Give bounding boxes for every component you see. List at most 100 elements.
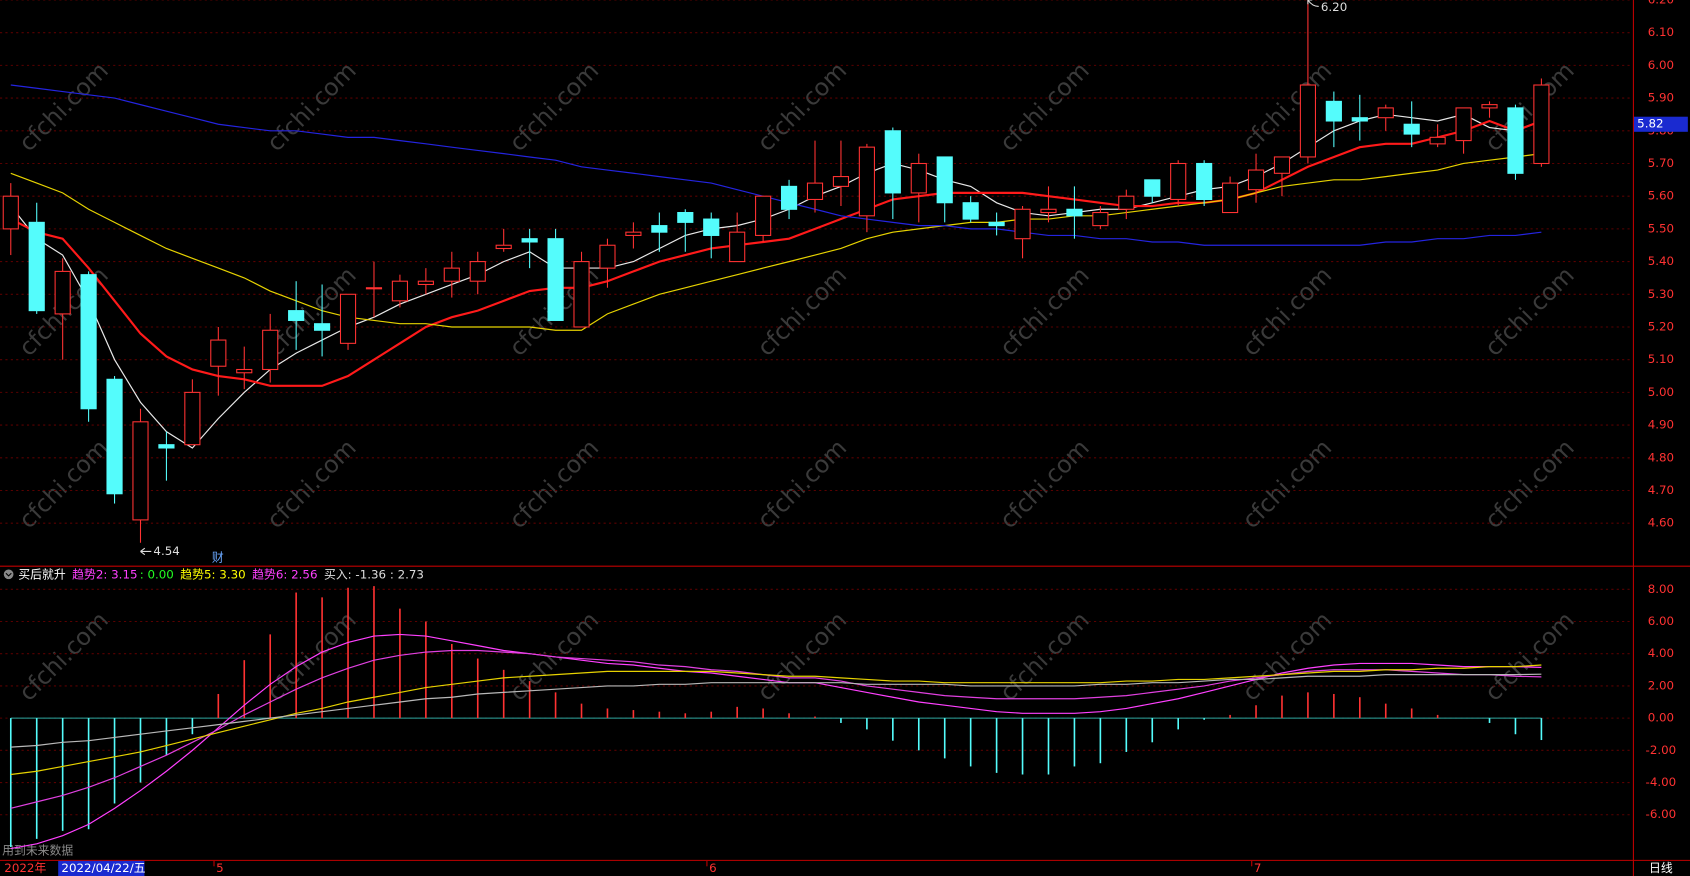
candle-body	[443, 267, 460, 282]
candle-body	[1118, 195, 1135, 210]
y-tick-label: -4.00	[1646, 775, 1677, 789]
y-tick-label: 4.60	[1648, 516, 1674, 530]
legend-entry: 趋势6: 2.56	[252, 567, 317, 581]
candle-body	[365, 287, 383, 290]
candle-body	[832, 176, 850, 187]
candle-body	[729, 231, 746, 263]
indicator-legend: 买后就升 趋势2: 3.15: 0.00 趋势5: 3.30 趋势6: 2.56 买入:…	[18, 567, 424, 581]
candle-body	[755, 195, 772, 236]
x-tick-label: 5	[216, 861, 224, 875]
legend-entry: : 0.00	[140, 567, 174, 581]
candle-body	[599, 244, 616, 269]
candle-body	[1222, 182, 1239, 214]
last-price-box	[1633, 116, 1688, 132]
candle-body	[962, 202, 979, 220]
candle-body	[1429, 136, 1446, 145]
candle-body	[651, 225, 668, 233]
candle-body	[1351, 117, 1368, 122]
y-tick-label: 5.40	[1648, 254, 1674, 268]
candle-body	[106, 378, 123, 495]
candle-body	[339, 293, 357, 344]
candle-body	[210, 339, 227, 367]
candle-body	[314, 323, 331, 331]
y-tick-label: 6.20	[1648, 0, 1674, 6]
candle-body	[1196, 162, 1213, 200]
candle-body	[1481, 104, 1498, 109]
candle-body	[1247, 169, 1265, 191]
y-tick-label: 5.70	[1648, 156, 1674, 170]
candle-body	[1066, 208, 1083, 217]
y-tick-label: 5.90	[1648, 91, 1674, 105]
y-tick-label: 6.00	[1648, 58, 1674, 72]
candle-body	[677, 212, 694, 223]
candle-body	[1533, 84, 1550, 165]
moving-average-line	[10, 84, 1542, 246]
candle-body	[54, 270, 71, 315]
candle-body	[288, 310, 305, 321]
x-tick-label: 6	[709, 861, 717, 875]
y-tick-label: 5.00	[1648, 385, 1674, 399]
y-tick-label: 5.50	[1648, 221, 1674, 235]
candle-body	[1377, 107, 1394, 119]
indicator-title: 买后就升	[18, 567, 66, 581]
y-tick-label: 6.10	[1648, 25, 1674, 39]
y-tick-label: 2.00	[1648, 678, 1674, 692]
candle-body	[417, 280, 434, 286]
candle-body	[936, 156, 953, 204]
candle-body	[521, 238, 538, 243]
candle-body	[1040, 208, 1057, 214]
candle-body	[391, 280, 409, 302]
candle-body	[262, 329, 279, 371]
panel-icon-chevron	[5, 572, 12, 577]
high-label: 6.20	[1321, 0, 1347, 14]
last-price-label: 5.82	[1637, 117, 1663, 131]
candle-body	[858, 146, 875, 217]
candle-body	[158, 444, 175, 449]
x-tick-label: 7	[1254, 861, 1262, 875]
moving-average-line	[10, 119, 1542, 387]
y-tick-label: -6.00	[1646, 807, 1677, 821]
candle-body	[495, 244, 512, 250]
year-label: 2022年	[4, 861, 46, 875]
candle-body	[1273, 156, 1291, 174]
period-label[interactable]: 日线	[1649, 861, 1673, 875]
candle-body	[1299, 84, 1317, 158]
moving-average-line	[10, 153, 1542, 331]
candle-body	[988, 221, 1005, 227]
future-data-note: 用到未来数据	[2, 844, 73, 858]
candle-body	[884, 130, 901, 194]
low-label: 4.54	[153, 544, 179, 558]
candle-body	[1144, 179, 1161, 197]
event-marker[interactable]: 财	[212, 551, 224, 565]
date-label[interactable]: 2022/04/22/五	[61, 861, 145, 875]
candle-body	[132, 421, 149, 521]
y-tick-label: 6.00	[1648, 614, 1674, 628]
candle-body	[80, 274, 97, 410]
candle-body	[1325, 100, 1342, 122]
high-arrow	[1307, 0, 1319, 8]
candle-body	[806, 182, 824, 200]
date-box	[58, 860, 145, 876]
candle-body	[1403, 123, 1420, 135]
indicator-line	[10, 673, 1542, 748]
y-tick-label: 5.20	[1648, 319, 1674, 333]
y-tick-label: 0.00	[1648, 711, 1674, 725]
candle-body	[1455, 107, 1472, 142]
y-tick-label: 5.60	[1648, 189, 1674, 203]
candle-body	[469, 261, 486, 282]
candle-body	[1170, 162, 1187, 200]
panel-icon[interactable]	[3, 569, 14, 580]
candle-body	[703, 218, 720, 236]
candle-body	[184, 391, 201, 446]
indicator-line	[10, 633, 1542, 850]
y-tick-label: 4.80	[1648, 450, 1674, 464]
y-tick-label: 8.00	[1648, 582, 1674, 596]
candle-body	[1092, 212, 1109, 227]
legend-entry: 趋势2: 3.15	[72, 567, 137, 581]
candle-body	[1014, 208, 1031, 240]
indicator-line	[10, 664, 1542, 776]
candle-body	[780, 185, 798, 210]
